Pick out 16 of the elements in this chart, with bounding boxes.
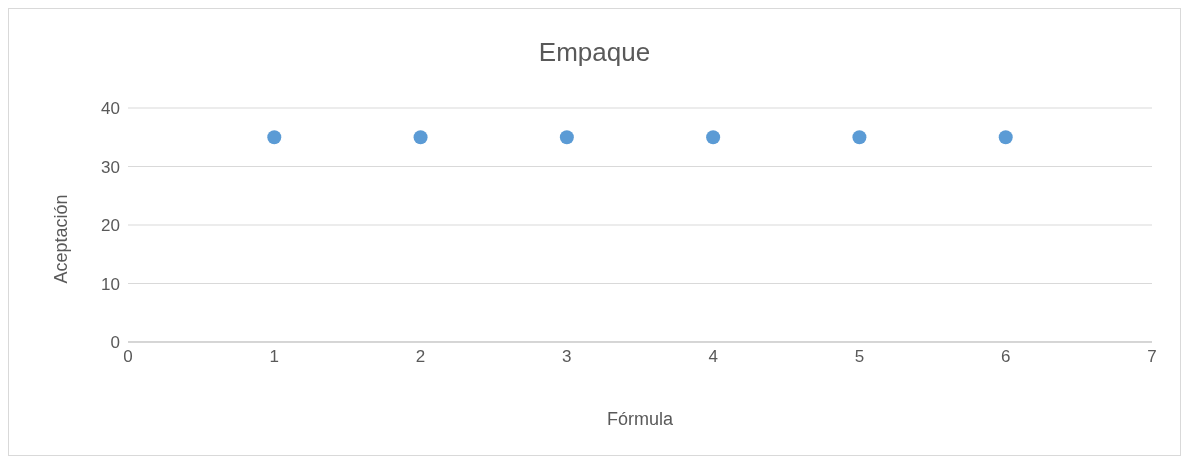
x-tick-label: 3 [562,347,572,367]
y-tick-label: 10 [101,274,120,294]
x-axis-title: Fórmula [606,409,674,430]
y-tick-label: 0 [110,333,120,353]
x-tick-label: 0 [123,347,133,367]
y-tick-label: 30 [101,157,120,177]
x-tick-label: 1 [269,347,280,367]
x-tick-label: 4 [708,347,718,367]
y-axis-title: Aceptación [50,194,72,284]
x-tick-label: 7 [1147,347,1157,367]
x-tick-label: 5 [854,347,865,367]
chart-title: Empaque [537,37,652,68]
y-tick-label: 20 [101,216,120,236]
y-tick-label: 40 [101,99,120,119]
x-tick-label: 6 [1000,347,1011,367]
x-tick-label: 2 [415,347,426,367]
